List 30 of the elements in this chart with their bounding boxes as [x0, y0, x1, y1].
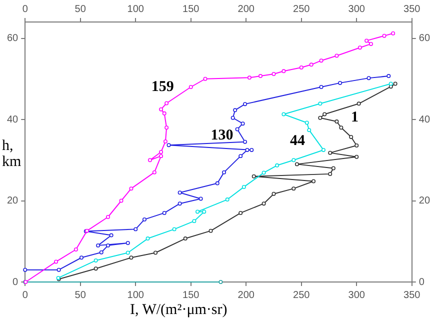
series-label: 130: [210, 128, 234, 144]
x2-tick-label: 100: [127, 290, 144, 301]
x-tick-label: 200: [238, 4, 255, 15]
y-axis-title: h, km: [2, 138, 22, 170]
x-tick-label: 150: [182, 4, 200, 15]
x2-tick-label: 0: [22, 290, 28, 301]
y2-tick-label: 20: [418, 196, 430, 206]
series-label: 44: [290, 132, 306, 149]
y-tick-label: 40: [7, 114, 19, 126]
x-tick-label: 350: [404, 4, 421, 15]
x2-tick-label: 250: [293, 290, 310, 301]
x2-tick-label: 300: [348, 290, 366, 301]
x2-tick-label: 50: [74, 290, 86, 301]
y-tick-label: 20: [7, 196, 19, 206]
series-label: 1: [350, 109, 358, 126]
x-axis-title: I, W/(m²·μm·sr): [130, 302, 228, 318]
x-tick-label: 300: [348, 4, 366, 15]
y-tick-label: 60: [7, 33, 19, 44]
y-tick-label: 0: [12, 276, 19, 288]
series-label: 159: [151, 79, 174, 96]
x-tick-label: 100: [127, 4, 144, 15]
x-tick-label: 250: [293, 4, 310, 15]
x2-tick-label: 150: [182, 290, 200, 301]
x-tick-label: 50: [74, 4, 86, 15]
y2-tick-label: 0: [418, 276, 425, 288]
x-tick-label: 0: [22, 4, 28, 15]
x2-tick-label: 200: [238, 290, 255, 301]
x2-tick-label: 350: [404, 290, 421, 301]
y2-tick-label: 40: [418, 114, 430, 126]
y2-tick-label: 60: [418, 33, 430, 44]
